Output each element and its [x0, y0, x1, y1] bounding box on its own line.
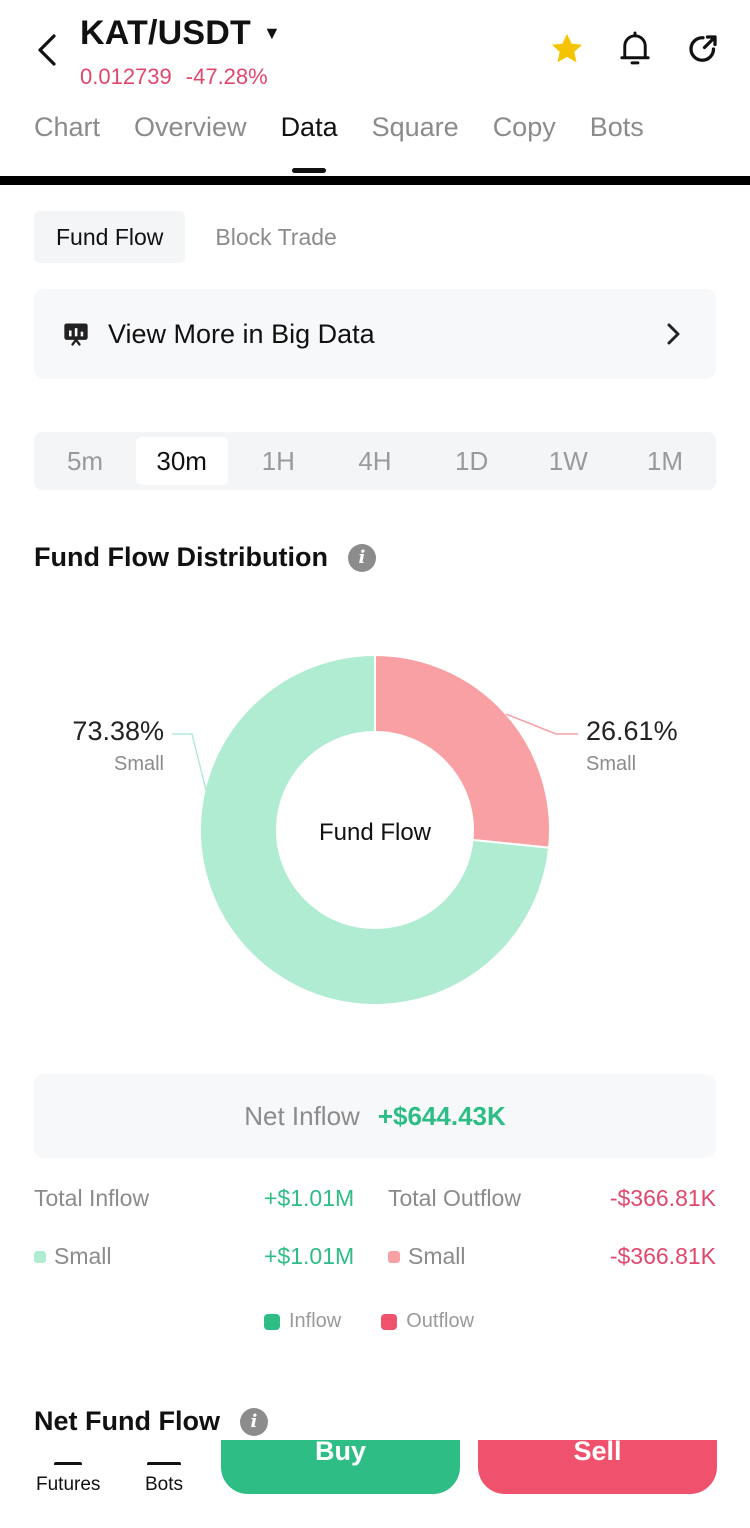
- slice-percent-outflow: 26.61%: [586, 716, 678, 746]
- nav-bots[interactable]: Bots: [145, 1462, 183, 1496]
- quote: 0.012739 -47.28%: [80, 64, 268, 90]
- slice-label-outflow: 26.61% Small: [586, 716, 678, 776]
- star-icon: [551, 33, 583, 63]
- tab-data[interactable]: Data: [281, 112, 338, 168]
- leader-line-inflow: [172, 733, 207, 791]
- sell-label: Sell: [573, 1440, 622, 1466]
- interval-5m[interactable]: 5m: [66, 446, 104, 476]
- buy-button[interactable]: Buy: [221, 1440, 460, 1494]
- inflow-small-value: +$1.01M: [264, 1243, 355, 1269]
- interval-selector: 5m 30m 1H 4H 1D 1W 1M: [34, 432, 716, 490]
- inflow-small-swatch: [34, 1250, 46, 1263]
- slice-category-inflow: Small: [113, 753, 164, 775]
- legend-outflow-swatch: [381, 1313, 398, 1330]
- legend-inflow-swatch: [264, 1313, 280, 1330]
- bots-icon: [147, 1462, 182, 1466]
- legend-inflow[interactable]: Inflow: [264, 1310, 341, 1333]
- favorite-button[interactable]: [548, 30, 586, 68]
- big-data-link[interactable]: View More in Big Data: [34, 289, 716, 379]
- header: KAT/USDT ▼ 0.012739 -47.28%: [0, 0, 750, 100]
- interval-1h[interactable]: 1H: [261, 446, 295, 476]
- info-icon[interactable]: i: [347, 543, 376, 572]
- donut-chart: Fund Flow: [172, 653, 578, 1006]
- info-icon[interactable]: i: [239, 1407, 268, 1436]
- legend-inflow-label: Inflow: [289, 1310, 342, 1332]
- pair-title: KAT/USDT: [80, 14, 251, 52]
- alert-button[interactable]: [616, 30, 654, 68]
- slice-category-outflow: Small: [586, 753, 637, 775]
- outflow-small-swatch: [388, 1250, 400, 1263]
- donut-hole: [276, 731, 474, 929]
- inflow-small: Small: [34, 1243, 112, 1270]
- caret-down-icon: ▼: [262, 23, 281, 43]
- legend-outflow[interactable]: Outflow: [381, 1310, 474, 1333]
- tab-bots[interactable]: Bots: [589, 112, 644, 142]
- breakdown-row: Small +$1.01M Small -$366.81K: [34, 1243, 716, 1279]
- futures-icon: [54, 1462, 83, 1466]
- back-chevron-icon: [38, 34, 56, 66]
- share-button[interactable]: [684, 30, 722, 68]
- total-inflow-label: Total Inflow: [34, 1185, 150, 1211]
- tab-square[interactable]: Square: [371, 112, 459, 142]
- net-inflow-label: Net Inflow: [244, 1100, 360, 1131]
- interval-1w[interactable]: 1W: [548, 446, 588, 476]
- fund-flow-donut: Fund Flow 73.38% Small 26.61% Small: [0, 600, 750, 1040]
- legend: Inflow Outflow: [264, 1310, 474, 1333]
- total-outflow-label: Total Outflow: [388, 1185, 521, 1211]
- share-icon: [689, 35, 717, 62]
- distribution-heading: Fund Flow Distribution i: [34, 542, 376, 573]
- sell-button[interactable]: Sell: [478, 1440, 717, 1494]
- tab-overview[interactable]: Overview: [134, 112, 247, 142]
- subtab-fund-flow[interactable]: Fund Flow: [34, 211, 186, 263]
- interval-30m[interactable]: 30m: [135, 437, 228, 485]
- subtab-block-trade[interactable]: Block Trade: [215, 224, 337, 250]
- presentation-chart-icon: [64, 323, 88, 346]
- chevron-right-icon: [667, 323, 680, 345]
- net-inflow-value: +$644.43K: [377, 1100, 506, 1131]
- nav-futures[interactable]: Futures: [36, 1462, 100, 1496]
- back-button[interactable]: [28, 28, 68, 72]
- total-outflow-value: -$366.81K: [609, 1185, 716, 1211]
- donut-center-label: Fund Flow: [319, 819, 432, 846]
- nav-bots-label: Bots: [145, 1474, 184, 1495]
- tab-copy[interactable]: Copy: [492, 112, 556, 142]
- tab-chart[interactable]: Chart: [34, 112, 101, 142]
- interval-1m[interactable]: 1M: [646, 446, 683, 476]
- main-tabs: Chart Overview Data Square Copy Bots: [0, 112, 750, 180]
- price-change: -47.28%: [185, 64, 268, 89]
- slice-percent-inflow: 73.38%: [72, 716, 164, 746]
- bottom-trade-bar: Futures Bots Buy Sell: [0, 1440, 750, 1528]
- last-price: 0.012739: [80, 64, 172, 89]
- inflow-small-label: Small: [54, 1243, 112, 1269]
- bell-icon: [620, 31, 650, 65]
- distribution-title: Fund Flow Distribution: [34, 542, 328, 572]
- leader-line-outflow: [505, 713, 578, 735]
- total-inflow-value: +$1.01M: [264, 1185, 355, 1211]
- interval-4h[interactable]: 4H: [358, 446, 392, 476]
- outflow-small-value: -$366.81K: [609, 1243, 716, 1269]
- legend-outflow-label: Outflow: [406, 1310, 475, 1332]
- net-fund-flow-title: Net Fund Flow: [34, 1406, 220, 1436]
- divider: [0, 176, 750, 185]
- pair-selector[interactable]: KAT/USDT ▼: [80, 14, 281, 53]
- interval-1d[interactable]: 1D: [455, 446, 489, 476]
- totals-row: Total Inflow +$1.01M Total Outflow -$366…: [34, 1185, 716, 1221]
- slice-label-inflow: 73.38% Small: [64, 716, 164, 776]
- nav-futures-label: Futures: [36, 1474, 101, 1495]
- net-inflow-box: Net Inflow +$644.43K: [34, 1074, 716, 1158]
- big-data-label: View More in Big Data: [108, 318, 375, 349]
- data-subtabs: Fund Flow Block Trade: [34, 211, 359, 263]
- outflow-small: Small: [388, 1243, 466, 1270]
- net-fund-flow-heading: Net Fund Flow i: [34, 1406, 268, 1437]
- outflow-small-label: Small: [408, 1243, 466, 1269]
- buy-label: Buy: [314, 1440, 366, 1466]
